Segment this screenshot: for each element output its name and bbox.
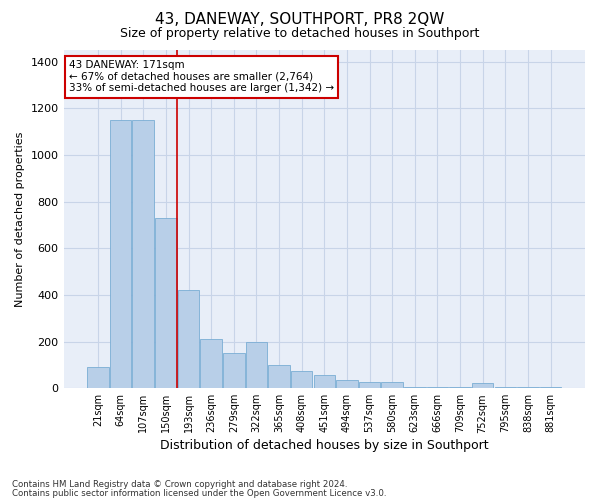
Bar [155, 218, 176, 388]
X-axis label: Distribution of detached houses by size in Southport: Distribution of detached houses by size … [160, 440, 488, 452]
Text: 43, DANEWAY, SOUTHPORT, PR8 2QW: 43, DANEWAY, SOUTHPORT, PR8 2QW [155, 12, 445, 28]
Bar [314, 376, 335, 388]
Bar [268, 365, 290, 388]
Bar [359, 382, 380, 388]
Text: Contains public sector information licensed under the Open Government Licence v3: Contains public sector information licen… [12, 488, 386, 498]
Bar [404, 387, 425, 388]
Bar [245, 342, 267, 388]
Bar [472, 383, 493, 388]
Bar [110, 120, 131, 388]
Bar [87, 367, 109, 388]
Bar [382, 382, 403, 388]
Text: 43 DANEWAY: 171sqm
← 67% of detached houses are smaller (2,764)
33% of semi-deta: 43 DANEWAY: 171sqm ← 67% of detached hou… [69, 60, 334, 94]
Text: Size of property relative to detached houses in Southport: Size of property relative to detached ho… [121, 28, 479, 40]
Bar [291, 370, 313, 388]
Bar [336, 380, 358, 388]
Bar [200, 339, 222, 388]
Y-axis label: Number of detached properties: Number of detached properties [15, 132, 25, 307]
Text: Contains HM Land Registry data © Crown copyright and database right 2024.: Contains HM Land Registry data © Crown c… [12, 480, 347, 489]
Bar [133, 120, 154, 388]
Bar [223, 353, 245, 388]
Bar [178, 290, 199, 388]
